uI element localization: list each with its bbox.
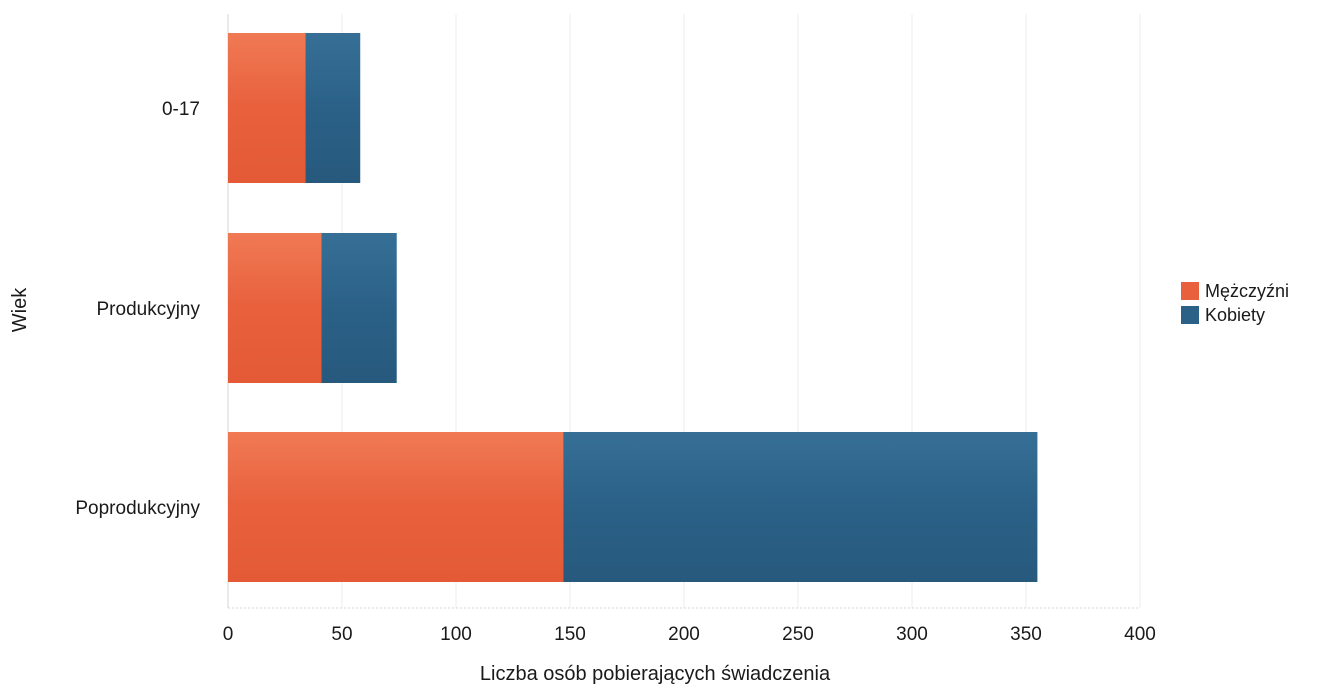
gridlines — [341, 14, 1141, 608]
x-tick-label-2: 100 — [440, 624, 472, 645]
legend-label-0: Mężczyźni — [1205, 281, 1289, 301]
legend-label-1: Kobiety — [1205, 305, 1265, 325]
category-label-0: 0-17 — [162, 99, 200, 120]
category-label-2: Poprodukcyjny — [75, 498, 200, 519]
bar-produkcyjny-series-1 — [321, 233, 397, 383]
x-tick-label-5: 250 — [782, 624, 814, 645]
category-label-1: Produkcyjny — [97, 299, 201, 320]
bar-poprodukcyjny-series-0 — [228, 432, 564, 582]
legend: Mężczyźni Kobiety — [1181, 281, 1289, 325]
bar-poprodukcyjny-series-1 — [563, 432, 1038, 582]
x-tick-label-4: 200 — [668, 624, 700, 645]
bar-produkcyjny-series-0 — [228, 233, 322, 383]
bars — [228, 33, 1038, 582]
legend-swatch-0 — [1181, 282, 1199, 300]
x-tick-label-1: 50 — [331, 624, 352, 645]
x-tick-label-7: 350 — [1010, 624, 1042, 645]
x-tick-label-3: 150 — [554, 624, 586, 645]
legend-swatch-1 — [1181, 306, 1199, 324]
x-axis-title: Liczba osób pobierających świadczenia — [480, 663, 831, 685]
category-labels: 0-17 Produkcyjny Poprodukcyjny — [75, 99, 200, 519]
y-axis-title: Wiek — [9, 287, 31, 332]
bar-0-17-series-0 — [228, 33, 306, 183]
x-tick-label-8: 400 — [1124, 624, 1156, 645]
x-tick-label-0: 0 — [223, 624, 234, 645]
x-tick-labels: 0 50 100 150 200 250 300 350 400 — [223, 624, 1156, 645]
bar-0-17-series-1 — [305, 33, 361, 183]
x-tick-label-6: 300 — [896, 624, 928, 645]
